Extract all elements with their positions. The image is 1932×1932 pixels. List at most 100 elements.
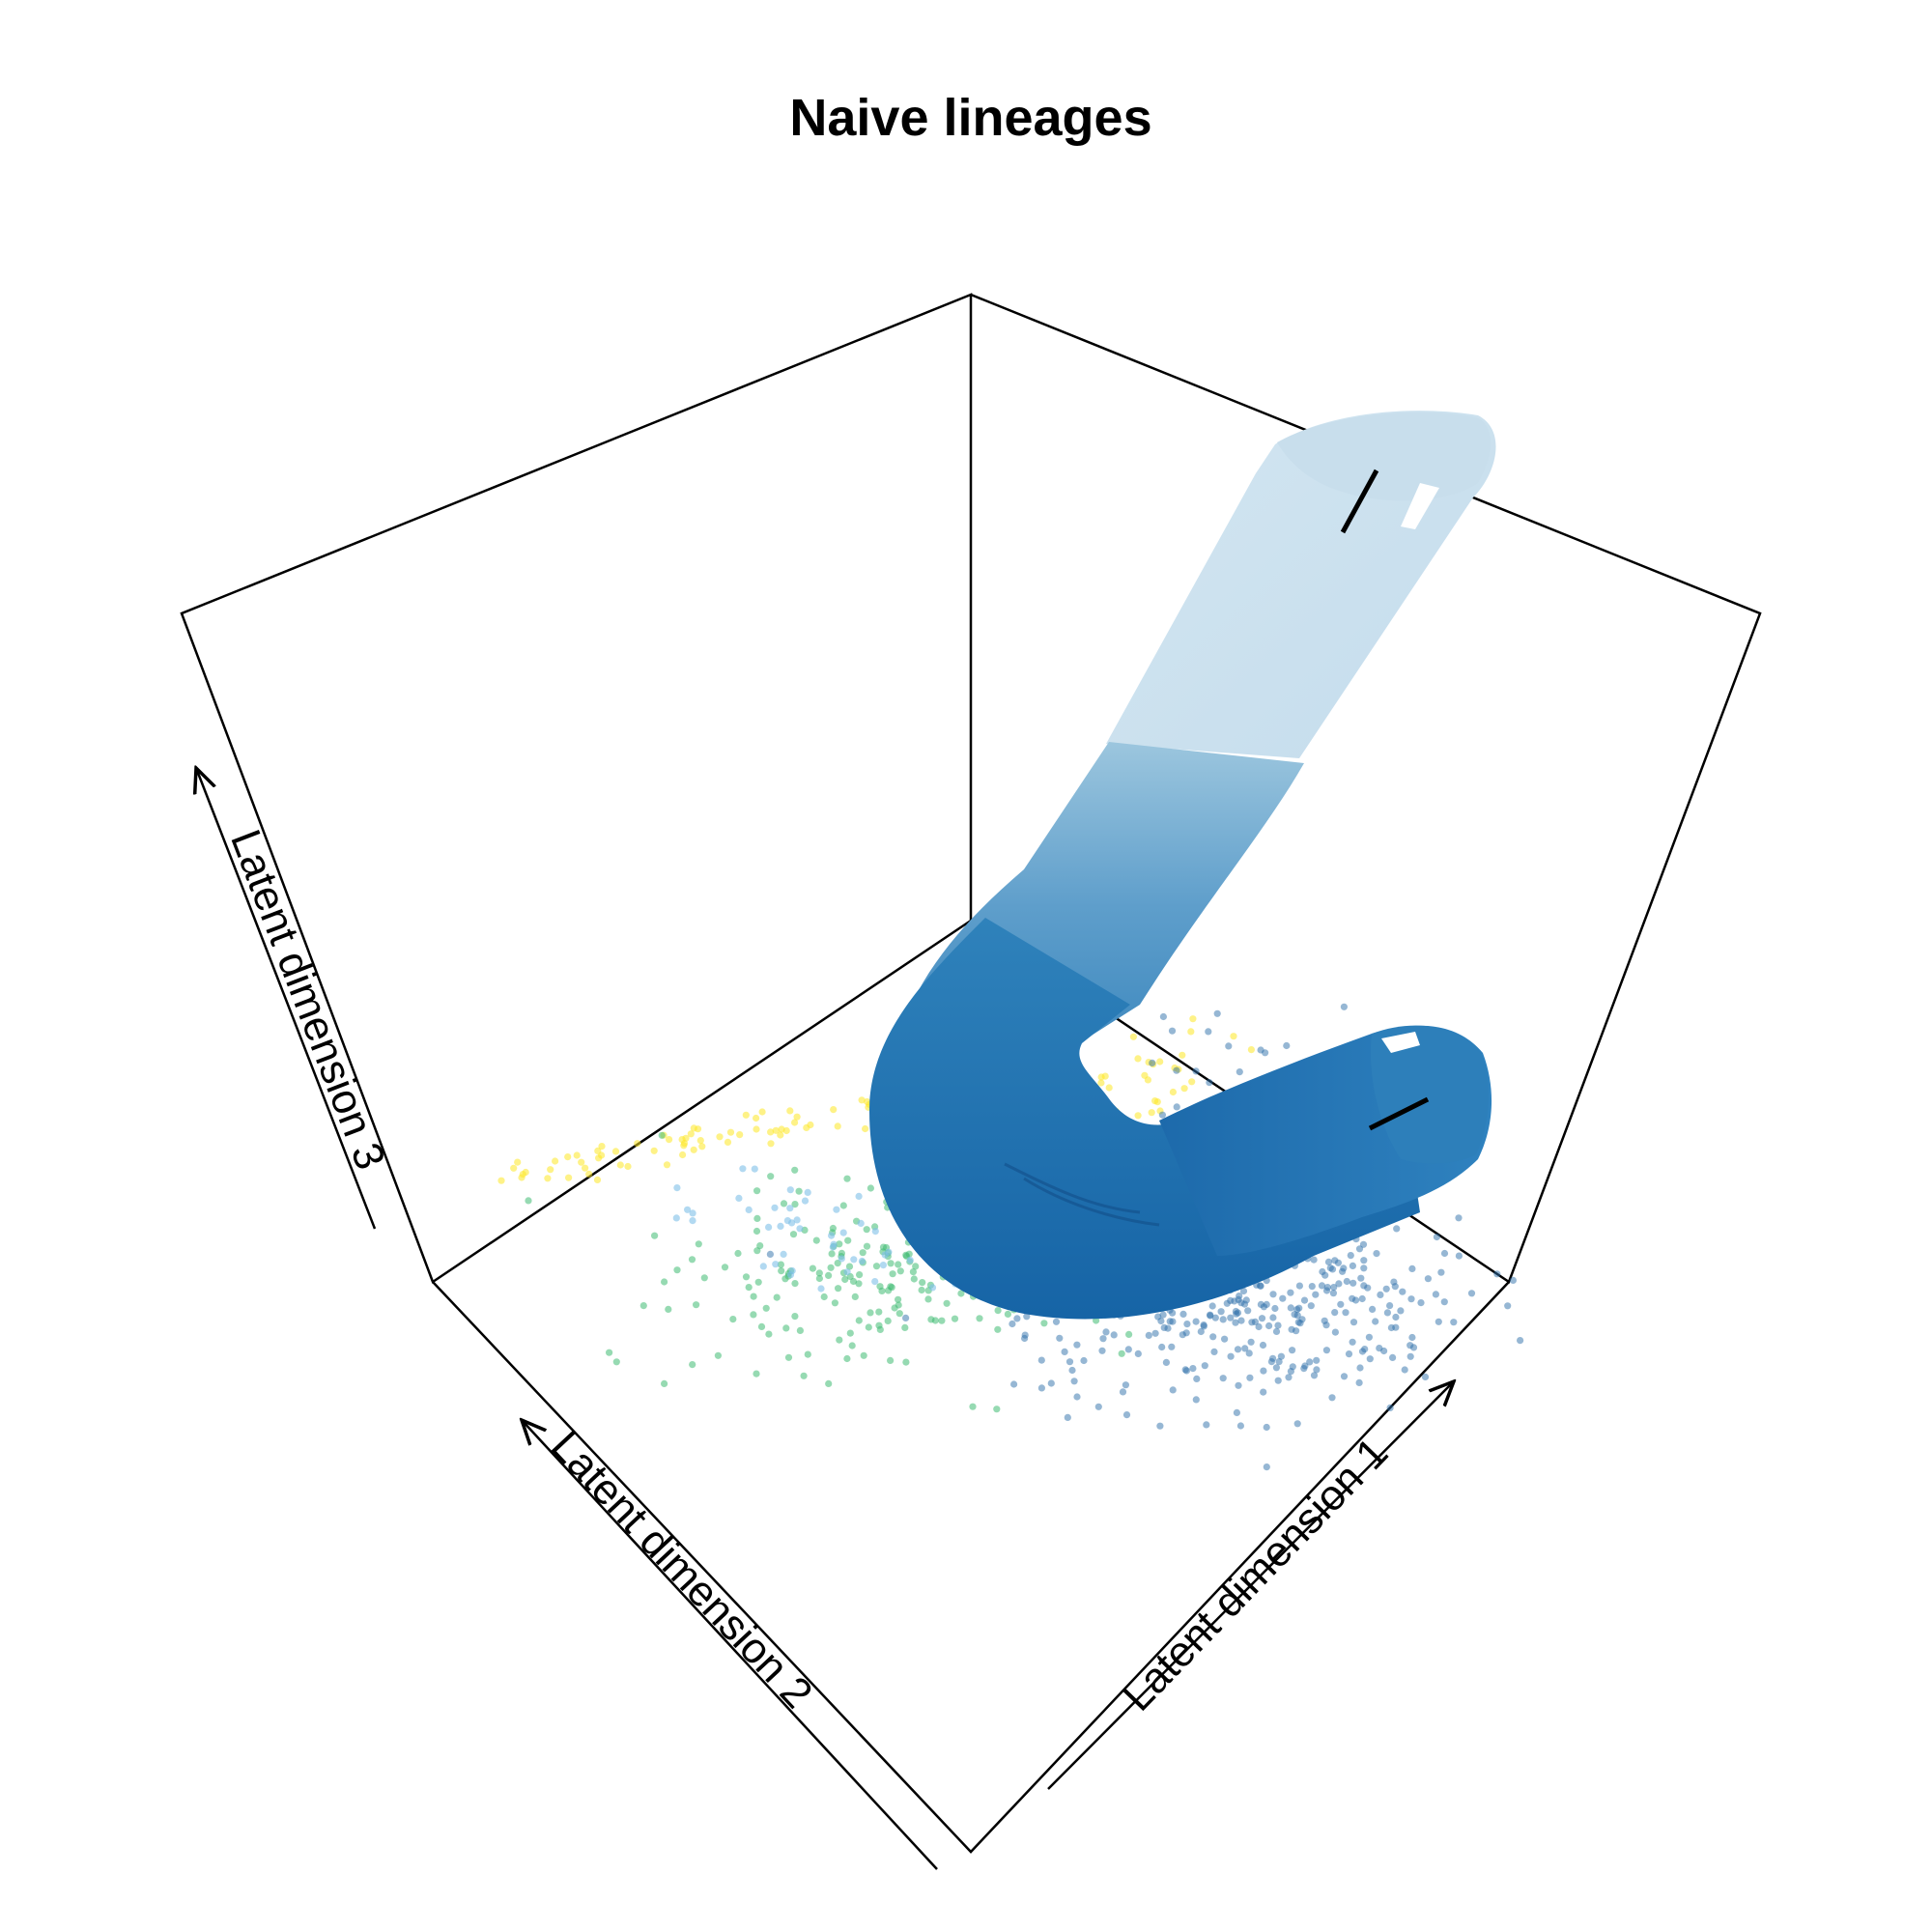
cell-point [851,1293,859,1300]
cell-point [1312,1291,1320,1298]
cell-point [1409,1344,1418,1351]
cell-point [497,1177,505,1184]
cell-point [1328,1265,1337,1273]
cell-point [1179,1051,1186,1059]
cell-point [1313,1366,1321,1374]
cell-point [1098,1347,1106,1354]
cell-point [1013,1315,1021,1322]
cell-point [721,1264,729,1271]
cell-point [1285,1374,1293,1381]
cell-point [1207,1312,1214,1320]
tube-marker-top [1340,469,1379,534]
cell-point [1021,1331,1029,1339]
cell-point [891,1304,898,1312]
cell-point [793,1113,801,1121]
cell-point [1293,1420,1301,1428]
cell-point [1182,1367,1190,1375]
cell-point [1331,1328,1339,1336]
cell-point [661,1278,668,1286]
cell-point [1247,1046,1255,1054]
cell-point [767,1128,775,1136]
cell-point [815,1269,823,1277]
tube-notch-top [1401,483,1439,529]
cell-point [1331,1309,1339,1317]
cell-point [864,1097,871,1106]
cell-point [843,1175,851,1182]
cell-point [1240,1300,1249,1308]
cell-point [1124,1346,1132,1353]
cell-point [665,1305,672,1313]
cell-point [855,1280,863,1288]
cell-point [885,1287,893,1294]
cell-point [1144,1076,1151,1084]
cell-point [858,1096,866,1104]
cell-point [1440,1249,1449,1258]
cell-point [1408,1333,1416,1342]
cell-point [1162,1358,1170,1366]
cell-point [673,1266,681,1274]
cell-point [700,1274,708,1282]
cell-point [1219,1316,1227,1323]
cell-point [1310,1372,1319,1379]
cell-point [753,1214,761,1222]
cell-point [735,1194,743,1202]
cell-point [1455,1214,1463,1222]
cell-point [815,1274,824,1283]
cell-point [825,1271,833,1279]
cell-point [606,1349,613,1356]
cell-point [789,1231,798,1238]
cell-point [1340,1373,1349,1380]
cell-point [1364,1284,1372,1292]
cell-point [1211,1314,1219,1321]
axis-arrows [196,768,1454,1870]
cell-point [1203,1421,1210,1429]
cell-point [786,1205,794,1212]
cell-point [1153,1098,1161,1106]
cell-point [841,1275,849,1284]
cell-point [1158,1343,1166,1351]
cell-point [796,1225,804,1233]
cell-point [1182,1329,1190,1337]
cell-point [1236,1068,1243,1076]
cell-point [1401,1366,1408,1374]
cell-point [514,1158,522,1166]
cell-point [1437,1268,1445,1276]
cell-point [1421,1373,1430,1380]
cell-point [855,1192,863,1200]
cell-point [1197,1327,1205,1336]
cell-point [1236,1422,1244,1430]
cell-point [1065,1358,1074,1366]
tube-end-cap-top [1277,412,1492,501]
cell-point [780,1200,788,1208]
cell-point [1187,1028,1195,1036]
cell-point [734,1249,742,1258]
cell-point [1350,1279,1357,1287]
cell-point [1037,1356,1045,1364]
cell-point [857,1219,865,1227]
cell-point [1159,1311,1167,1319]
cell-point [762,1304,770,1312]
cell-point [1209,1333,1217,1341]
cell-point [1156,1422,1164,1430]
cell-point [1322,1321,1330,1329]
cell-point [616,1161,624,1169]
cell-point [1122,1381,1129,1389]
cell-point [767,1140,775,1148]
cell-point [1306,1358,1314,1366]
cell-point [1357,1274,1365,1282]
cell-point [833,1206,840,1213]
cell-point [1300,1296,1309,1304]
cell-point [594,1147,602,1154]
cell-point [753,1247,761,1255]
cell-point [1200,1321,1208,1329]
cell-point [1318,1282,1326,1290]
cell-point [739,1165,747,1173]
cell-point [1307,1302,1315,1310]
cell-point [673,1184,681,1192]
cell-point [663,1161,671,1169]
cell-point [1259,1341,1267,1350]
cell-point [1160,1323,1168,1331]
cell-point [745,1284,753,1292]
cell-point [726,1128,735,1136]
cell-point [838,1249,846,1257]
